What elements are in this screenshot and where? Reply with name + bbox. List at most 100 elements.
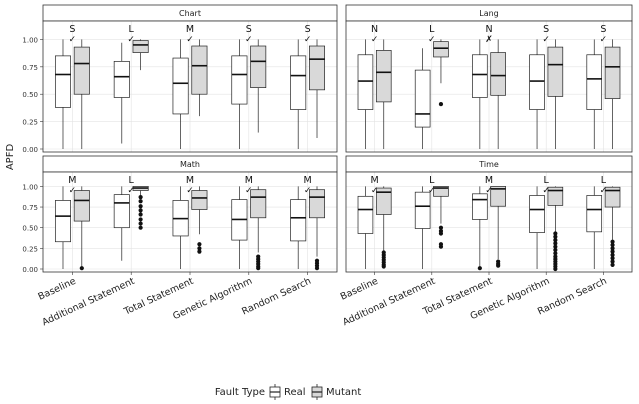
legend: Fault Type Real Mutant bbox=[215, 384, 362, 400]
box-iqr bbox=[358, 55, 373, 110]
box-iqr bbox=[291, 56, 306, 110]
effect-size-label: S bbox=[600, 24, 606, 35]
significance-mark: ✓ bbox=[542, 186, 550, 196]
outlier-point bbox=[553, 267, 557, 271]
box-iqr bbox=[530, 195, 545, 232]
y-axis-label: APFD bbox=[5, 144, 16, 171]
x-tick-label: Additional Statement bbox=[341, 276, 437, 329]
box-iqr bbox=[133, 41, 148, 53]
outlier-point bbox=[610, 263, 614, 267]
outlier-point bbox=[139, 226, 143, 230]
significance-mark: ✓ bbox=[371, 186, 379, 196]
box-iqr bbox=[114, 61, 129, 97]
box-iqr bbox=[192, 46, 207, 94]
box-iqr bbox=[114, 195, 129, 228]
significance-mark: ✓ bbox=[600, 35, 608, 45]
significance-mark: ✓ bbox=[186, 35, 194, 45]
effect-size-label: S bbox=[543, 24, 549, 35]
significance-mark: ✓ bbox=[304, 186, 312, 196]
box-iqr bbox=[376, 50, 391, 101]
outlier-point bbox=[256, 266, 260, 270]
significance-mark: ✓ bbox=[186, 186, 194, 196]
legend-label-real: Real bbox=[284, 387, 306, 398]
strip-title: Time bbox=[478, 160, 499, 169]
effect-size-label: M bbox=[68, 175, 76, 186]
effect-size-label: M bbox=[186, 24, 194, 35]
y-tick-label: 0.50 bbox=[22, 225, 38, 233]
significance-mark: ✓ bbox=[485, 186, 493, 196]
significance-mark: ✓ bbox=[428, 186, 436, 196]
significance-mark: ✓ bbox=[69, 35, 77, 45]
x-tick-label: Baseline bbox=[37, 276, 78, 303]
significance-mark: ✓ bbox=[245, 186, 253, 196]
effect-size-label: L bbox=[129, 24, 135, 35]
outlier-point bbox=[139, 199, 143, 203]
legend-title: Fault Type bbox=[215, 387, 265, 398]
y-tick-label: 1.00 bbox=[22, 183, 38, 191]
box-iqr bbox=[530, 55, 545, 110]
outlier-point bbox=[139, 208, 143, 212]
effect-size-label: M bbox=[370, 175, 378, 186]
effect-size-label: L bbox=[129, 175, 135, 186]
significance-mark: ✓ bbox=[600, 186, 608, 196]
effect-size-label: S bbox=[305, 24, 311, 35]
y-tick-label: 0.00 bbox=[22, 146, 38, 154]
box-iqr bbox=[251, 46, 266, 88]
effect-size-label: S bbox=[69, 24, 75, 35]
x-tick-label: Baseline bbox=[339, 276, 380, 303]
effect-size-label: M bbox=[186, 175, 194, 186]
box-iqr bbox=[74, 47, 89, 94]
box-iqr bbox=[192, 191, 207, 210]
y-tick-label: 0.50 bbox=[22, 91, 38, 99]
box-iqr bbox=[472, 194, 487, 220]
effect-size-label: M bbox=[303, 175, 311, 186]
box-iqr bbox=[434, 42, 449, 57]
effect-size-label: L bbox=[601, 175, 607, 186]
y-tick-label: 1.00 bbox=[22, 36, 38, 44]
significance-mark: ✓ bbox=[69, 186, 77, 196]
facet-math: Math0.000.250.500.751.00M✓L✓M✓M✓M✓ bbox=[22, 156, 337, 274]
box-iqr bbox=[587, 195, 602, 231]
effect-size-label: M bbox=[485, 175, 493, 186]
box-iqr bbox=[605, 47, 620, 98]
significance-mark: ✓ bbox=[304, 35, 312, 45]
box-iqr bbox=[309, 46, 324, 90]
box-iqr bbox=[309, 190, 324, 218]
box-iqr bbox=[415, 70, 430, 127]
box-iqr bbox=[415, 192, 430, 228]
outlier-point bbox=[197, 242, 201, 246]
facet-panels: Chart0.000.250.500.751.00S✓L✓M✓S✓S✓LangN… bbox=[22, 5, 632, 274]
significance-mark: ✓ bbox=[245, 35, 253, 45]
y-tick-label: 0.00 bbox=[22, 266, 38, 274]
significance-mark: ✓ bbox=[428, 35, 436, 45]
effect-size-label: L bbox=[544, 175, 550, 186]
outlier-point bbox=[439, 231, 443, 235]
y-tick-label: 0.25 bbox=[22, 245, 38, 253]
outlier-point bbox=[382, 264, 386, 268]
box-iqr bbox=[232, 56, 247, 104]
outlier-point bbox=[139, 212, 143, 216]
strip-title: Chart bbox=[179, 9, 201, 18]
significance-mark: ✓ bbox=[127, 35, 135, 45]
box-iqr bbox=[55, 56, 70, 107]
outlier-point bbox=[315, 266, 319, 270]
outlier-point bbox=[439, 245, 443, 249]
significance-mark: ✓ bbox=[371, 35, 379, 45]
box-iqr bbox=[358, 196, 373, 233]
box-iqr bbox=[587, 55, 602, 110]
effect-size-label: M bbox=[245, 175, 253, 186]
effect-size-label: S bbox=[246, 24, 252, 35]
legend-key-real bbox=[270, 384, 280, 400]
box-iqr bbox=[251, 190, 266, 218]
y-tick-label: 0.75 bbox=[22, 204, 38, 212]
outlier-point bbox=[139, 221, 143, 225]
box-iqr bbox=[173, 58, 188, 114]
box-iqr bbox=[74, 191, 89, 222]
box-iqr bbox=[55, 200, 70, 241]
y-tick-label: 0.25 bbox=[22, 119, 38, 127]
significance-mark: ✓ bbox=[127, 186, 135, 196]
outlier-point bbox=[80, 266, 84, 270]
